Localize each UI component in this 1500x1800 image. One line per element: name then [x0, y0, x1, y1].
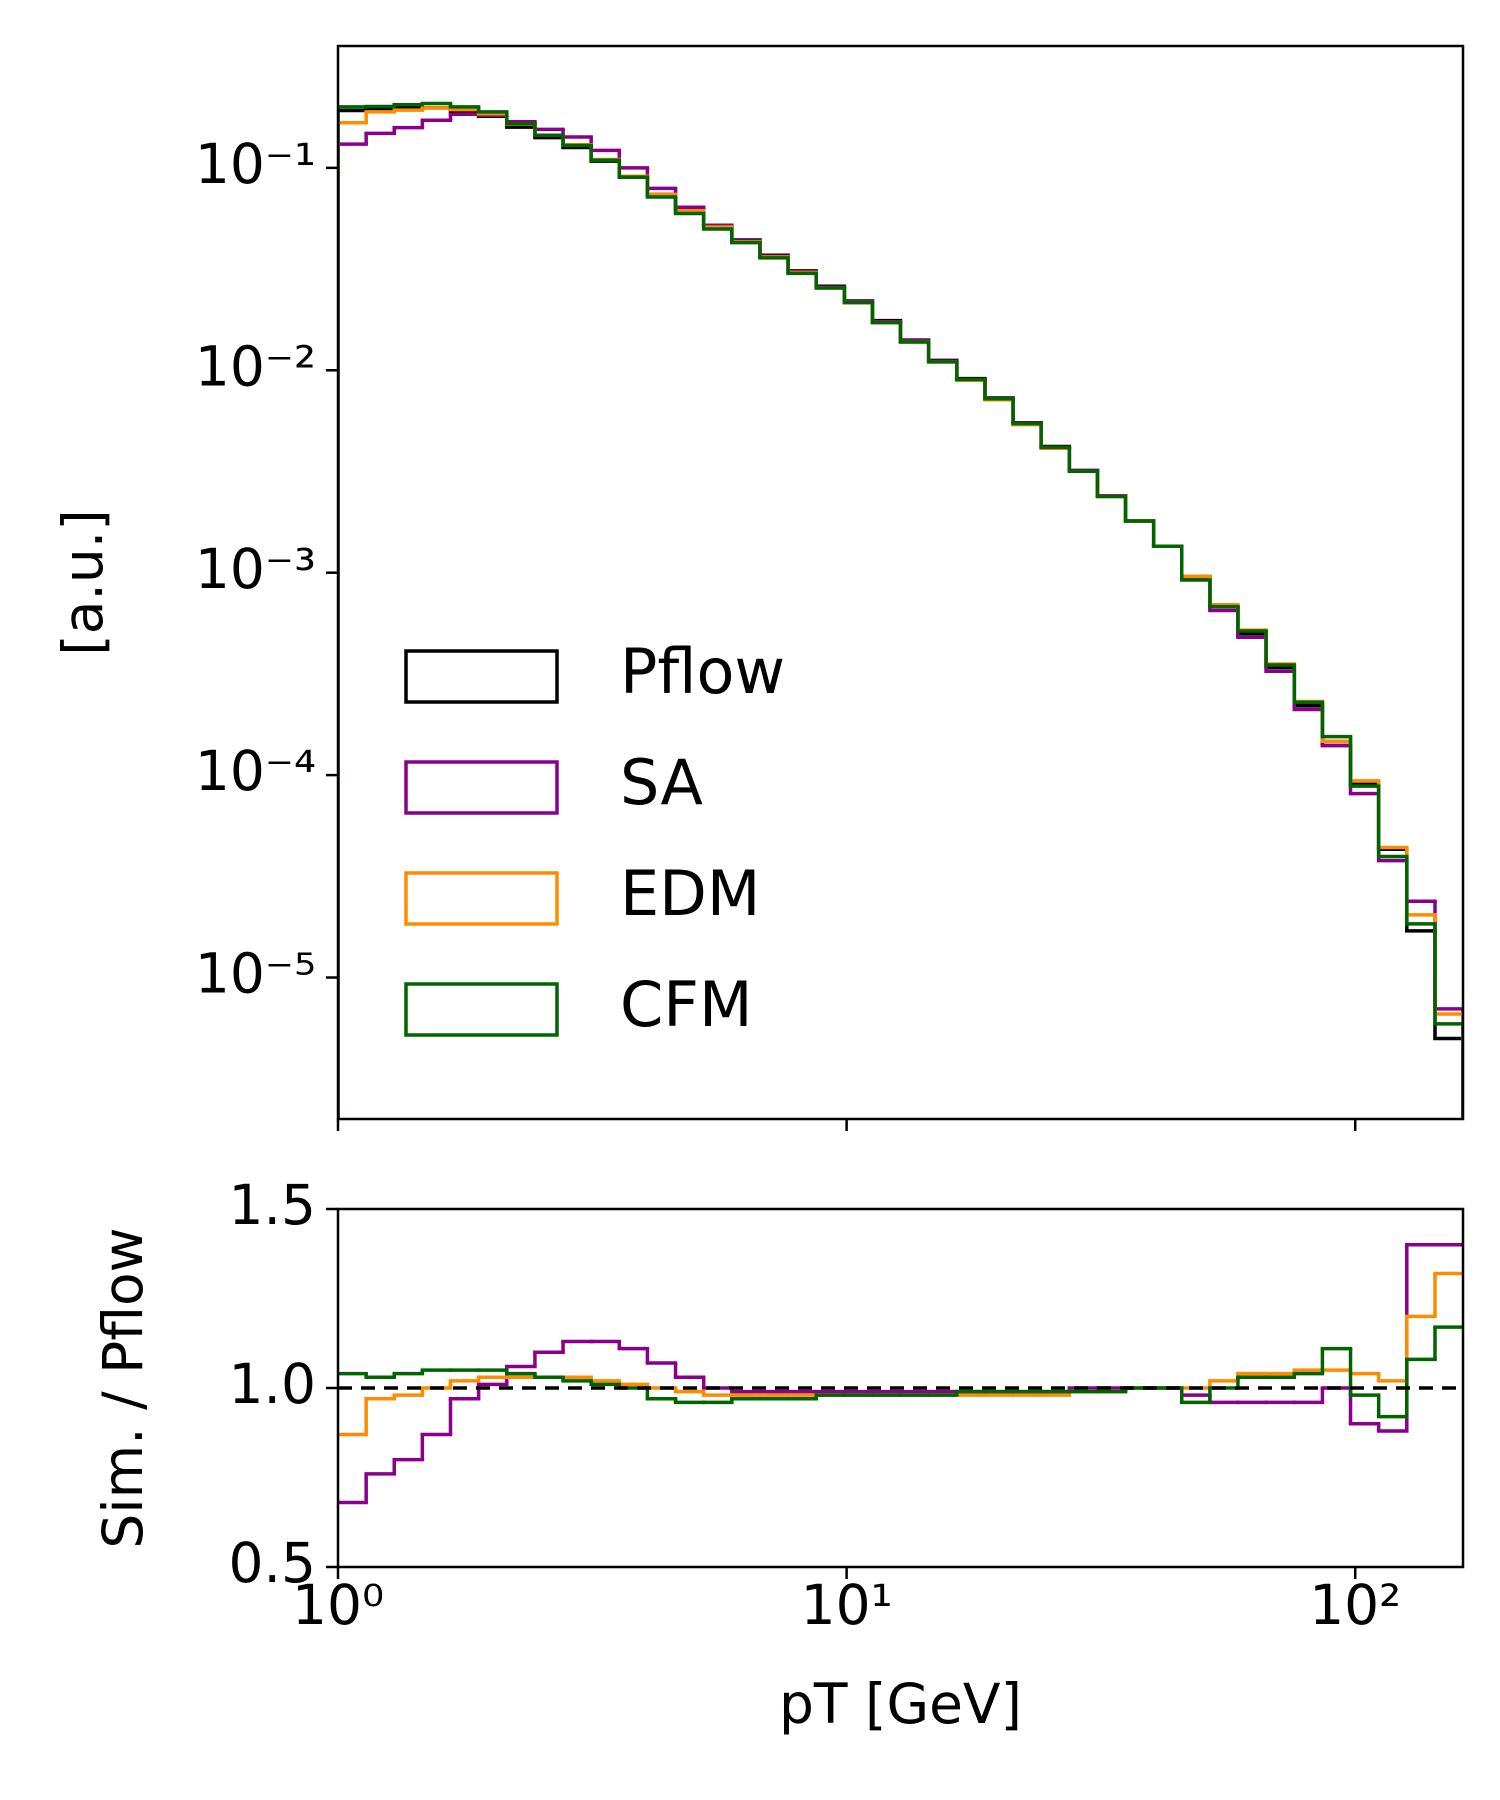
x-tick-label: 10⁰: [292, 1573, 384, 1637]
y-tick-label: 0.5: [229, 1531, 316, 1595]
legend-swatch: [404, 649, 559, 704]
y-tick-label: 10⁻⁵: [195, 942, 316, 1006]
x-tick-label: 10¹: [801, 1573, 893, 1637]
y-axis-label: [a.u.]: [51, 509, 115, 655]
legend-label: SA: [620, 746, 703, 819]
x-axis-label: pT [GeV]: [779, 1672, 1022, 1736]
y-tick-label: 10⁻²: [195, 334, 316, 398]
y-tick-label: 10⁻³: [195, 537, 316, 601]
plot-area: [338, 1243, 1463, 1505]
legend-swatch: [404, 982, 559, 1037]
axes-frame: [336, 44, 1465, 1121]
legend-label: EDM: [620, 857, 760, 930]
legend-swatch: [404, 760, 559, 815]
y-tick-label: 10⁻⁴: [195, 739, 316, 803]
y-axis-label: Sim. / Pflow: [91, 1227, 155, 1548]
y-tick-label: 1.0: [229, 1352, 316, 1416]
x-tick-label: 10²: [1309, 1573, 1401, 1637]
y-tick-label: 1.5: [229, 1173, 316, 1237]
legend-label: Pflow: [620, 635, 785, 708]
legend-swatch: [404, 871, 559, 926]
legend-label: CFM: [620, 968, 752, 1041]
y-tick-label: 10⁻¹: [195, 132, 316, 196]
plot-area: [338, 101, 1463, 1119]
